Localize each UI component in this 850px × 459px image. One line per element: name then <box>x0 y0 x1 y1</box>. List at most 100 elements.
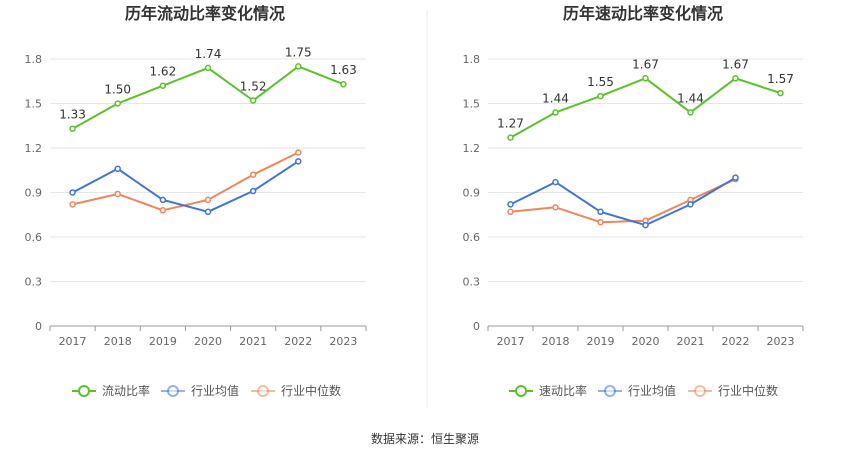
data-point <box>507 134 514 141</box>
series-line-1 <box>72 65 344 130</box>
data-label: 1.63 <box>330 63 357 77</box>
series-line-2 <box>72 160 299 213</box>
data-point <box>114 190 121 198</box>
data-point <box>204 64 212 72</box>
y-tick-label: 0.6 <box>463 231 481 244</box>
legend-item-3: 行业中位数 <box>688 383 778 398</box>
y-tick-label: 1.8 <box>25 53 43 66</box>
y-tick-label: 1.5 <box>463 98 481 111</box>
data-point <box>687 201 694 208</box>
data-point <box>204 196 212 204</box>
x-tick-label: 2020 <box>632 335 660 348</box>
legend-marker <box>515 385 527 397</box>
y-tick-label: 0.9 <box>463 187 481 200</box>
y-tick-label: 0.6 <box>25 231 43 244</box>
y-tick-label: 1.5 <box>25 98 43 111</box>
legend-item-1: 流动比率 <box>72 383 150 398</box>
data-point <box>159 207 167 214</box>
legend-label: 行业均值 <box>628 383 676 398</box>
data-label: 1.44 <box>542 91 569 105</box>
data-point <box>340 80 347 88</box>
data-point <box>642 221 649 229</box>
x-tick-label: 2019 <box>149 335 177 348</box>
legend-item-1: 速动比率 <box>509 383 587 398</box>
data-point <box>249 97 257 104</box>
data-label: 1.44 <box>677 91 704 105</box>
y-tick-label: 0 <box>35 320 42 333</box>
data-label: 1.50 <box>104 83 131 97</box>
data-point <box>552 204 559 211</box>
data-label: 1.67 <box>722 57 749 71</box>
data-point <box>295 149 302 156</box>
data-point <box>295 63 302 70</box>
series-line-1 <box>510 77 781 139</box>
legend-label: 流动比率 <box>102 383 150 398</box>
data-point <box>507 201 514 208</box>
y-tick-label: 0.3 <box>463 276 481 289</box>
legend-label: 行业均值 <box>191 383 239 398</box>
legend-marker <box>257 385 269 397</box>
data-point <box>204 208 212 216</box>
data-point <box>552 178 559 186</box>
legend-label: 行业中位数 <box>718 383 778 398</box>
data-point <box>69 125 76 132</box>
legend-marker <box>604 385 616 397</box>
legend-item-2: 行业均值 <box>598 383 676 398</box>
data-label: 1.52 <box>240 80 267 94</box>
data-point <box>69 201 76 208</box>
x-tick-label: 2020 <box>194 335 222 348</box>
x-tick-label: 2019 <box>587 335 615 348</box>
legend-marker <box>694 385 706 397</box>
legend-item-3: 行业中位数 <box>251 383 341 398</box>
data-label: 1.33 <box>59 108 86 122</box>
data-point <box>507 208 514 216</box>
chart-title: 历年流动比率变化情况 <box>125 4 285 23</box>
data-point <box>732 174 739 181</box>
series-line-3 <box>72 151 299 212</box>
y-tick-label: 1.2 <box>463 142 481 155</box>
x-tick-label: 2022 <box>722 335 750 348</box>
data-point <box>552 109 559 116</box>
data-point <box>687 109 694 116</box>
data-label: 1.67 <box>632 57 659 71</box>
x-tick-label: 2022 <box>284 335 312 348</box>
x-tick-label: 2021 <box>239 335 267 348</box>
data-point <box>597 92 604 100</box>
y-tick-label: 1.8 <box>463 53 481 66</box>
y-tick-label: 1.2 <box>25 142 43 155</box>
legend-marker <box>78 385 90 397</box>
series-line-2 <box>510 176 737 227</box>
data-point <box>159 196 167 204</box>
y-tick-label: 0.9 <box>25 187 43 200</box>
x-tick-label: 2021 <box>677 335 705 348</box>
legend-item-2: 行业均值 <box>161 383 239 398</box>
data-label: 1.62 <box>149 65 176 79</box>
x-tick-label: 2023 <box>767 335 795 348</box>
legend-label: 速动比率 <box>539 383 587 398</box>
data-point <box>597 208 604 216</box>
x-tick-label: 2023 <box>329 335 357 348</box>
y-tick-label: 0 <box>473 320 480 333</box>
data-label: 1.75 <box>285 45 312 59</box>
data-point <box>249 187 257 195</box>
data-point <box>114 165 121 173</box>
data-label: 1.27 <box>497 117 524 131</box>
data-label: 1.74 <box>195 47 222 61</box>
data-source: 数据来源：恒生聚源 <box>371 431 479 446</box>
series-line-3 <box>510 178 736 224</box>
x-tick-label: 2017 <box>497 335 525 348</box>
data-point <box>295 158 302 165</box>
data-point <box>249 171 257 178</box>
legend-label: 行业中位数 <box>281 383 341 398</box>
data-label: 1.57 <box>767 72 794 86</box>
data-point <box>777 89 784 97</box>
x-tick-label: 2017 <box>59 335 87 348</box>
data-point <box>159 82 167 89</box>
chart-panel-2: 历年速动比率变化情况 0 0.3 0.6 0.9 1.2 1.5 1.8 2017 2018 201… <box>463 4 804 398</box>
data-point <box>114 100 121 107</box>
data-point <box>642 75 649 82</box>
data-point <box>69 189 76 196</box>
y-tick-label: 0.3 <box>25 276 43 289</box>
legend-marker <box>167 385 179 397</box>
